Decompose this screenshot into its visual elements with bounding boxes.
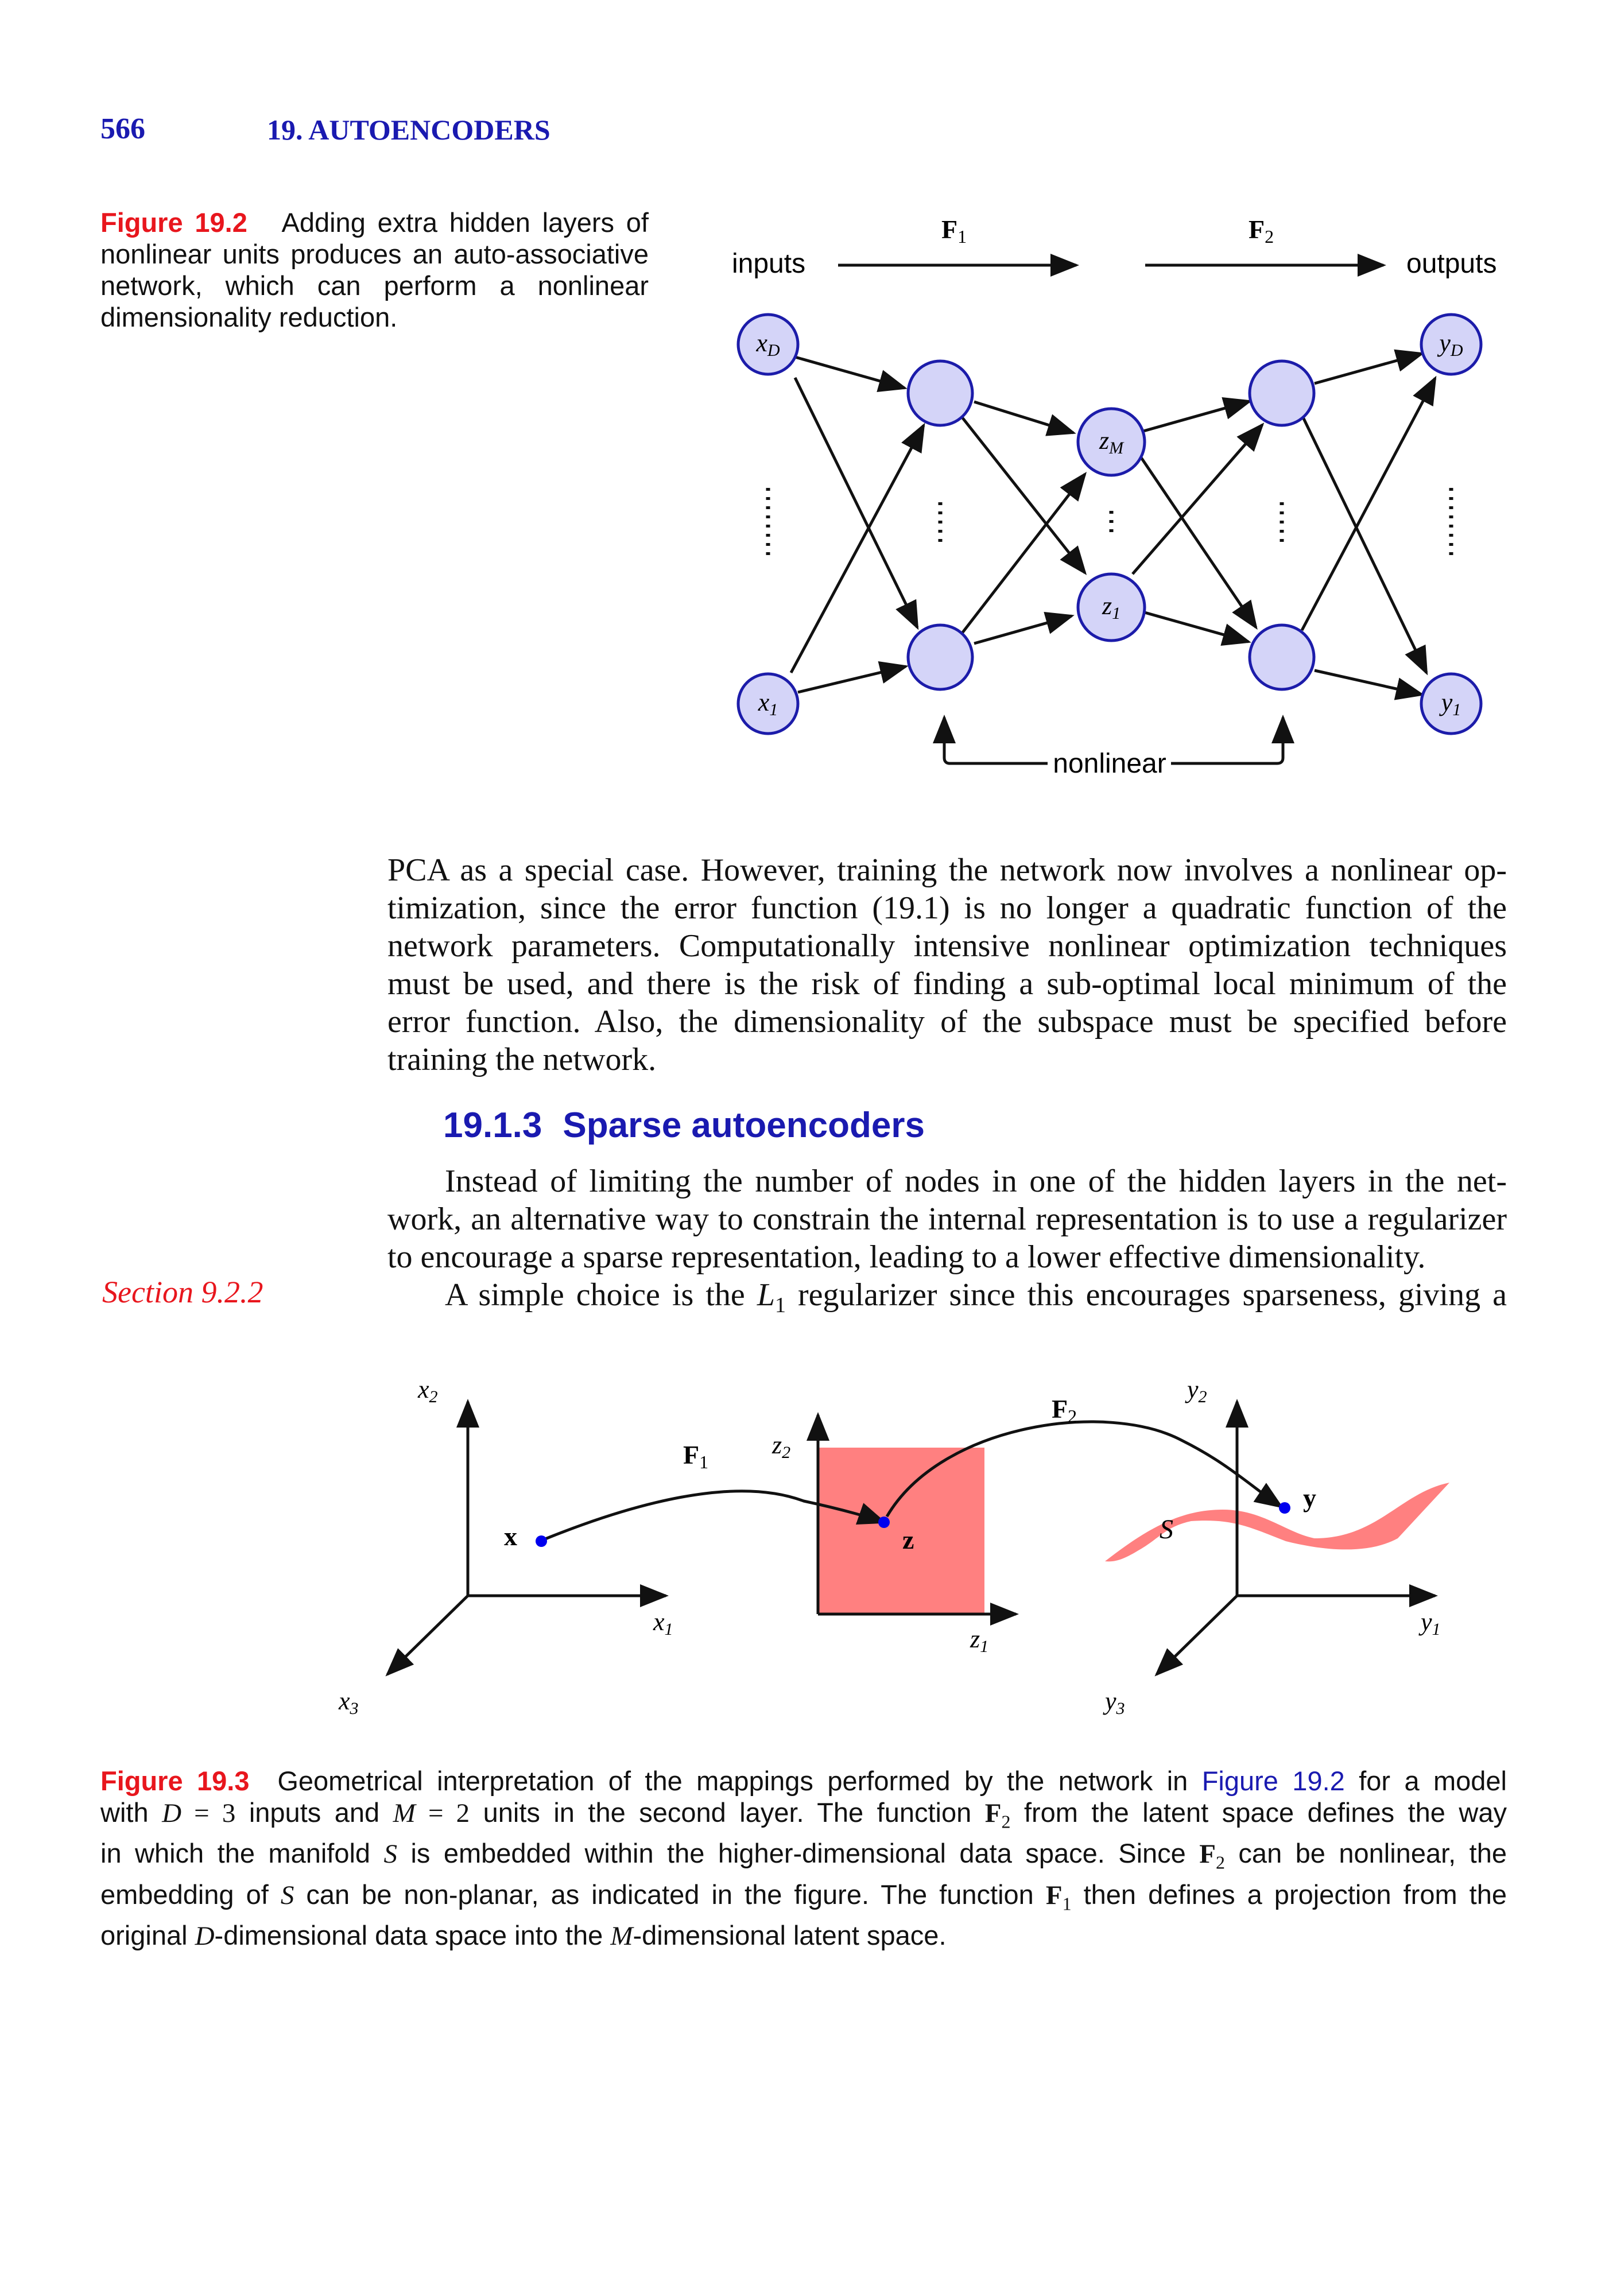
chapter-title: 19. AUTOENCODERS — [267, 114, 550, 146]
f1-mapping-arrow — [542, 1490, 887, 1542]
paragraph-1-line-4: must be used, and there is the risk of f… — [387, 966, 1507, 1002]
axis-y3-label: y3 — [1103, 1687, 1125, 1718]
point-z-label: z — [902, 1525, 914, 1554]
axis-x2-label: x2 — [417, 1375, 438, 1406]
axis-y2-label: y2 — [1185, 1375, 1207, 1406]
point-y-label: y — [1303, 1483, 1316, 1512]
inputs-label: inputs — [732, 249, 805, 279]
paragraph-3-line-1: A simple choice is the L1 regularizer si… — [445, 1277, 1507, 1318]
figure-19-2-caption: Figure 19.2 Adding extra hidden layers o… — [100, 207, 649, 333]
node-y1-label: y1 — [1439, 688, 1461, 719]
nonlinear-arrow-left — [933, 715, 1048, 765]
node-zM-label: zM — [1099, 426, 1125, 457]
f1-label: F1 — [941, 215, 967, 247]
node-z1-label: z1 — [1102, 592, 1121, 623]
figure-19-3-caption-line-3: in which the manifold S is embedded with… — [100, 1838, 1507, 1873]
nonlinear-label: nonlinear — [1053, 748, 1166, 779]
latent-space-region — [818, 1448, 984, 1614]
figure-19-3-caption: Figure 19.3 Geometrical interpretation o… — [100, 1765, 1507, 1952]
y-space-axes — [1154, 1399, 1438, 1677]
hidden-node-top-2 — [1248, 359, 1316, 427]
paragraph-1-line-3: network parameters. Computationally inte… — [387, 928, 1507, 964]
paragraph-1-line-5: error function. Also, the dimensionality… — [387, 1004, 1507, 1040]
point-z — [878, 1517, 890, 1528]
figure-19-3-caption-line-2: with D = 3 inputs and M = 2 units in the… — [100, 1797, 1507, 1832]
manifold-label: S — [1160, 1514, 1173, 1545]
section-title: Sparse autoencoders — [563, 1106, 925, 1145]
x-space-axes — [385, 1399, 669, 1677]
paragraph-1: PCA as a special case. However, training… — [387, 851, 1507, 1079]
node-yD-label: yD — [1437, 329, 1463, 360]
f2-mapping-arrow — [885, 1420, 1284, 1518]
node-zM — [1076, 407, 1146, 477]
f2-mapping-label: F2 — [1052, 1394, 1077, 1426]
paragraph-1-line-2: timization, since the error function (19… — [387, 890, 1507, 926]
figure-19-2-link[interactable]: Figure 19.2 — [1201, 1766, 1345, 1796]
axis-z1-label: z1 — [970, 1625, 988, 1656]
figure-19-3-caption-line-5: original D-dimensional data space into t… — [100, 1920, 947, 1952]
axis-y1-label: y1 — [1418, 1608, 1441, 1639]
figure-19-3-diagram: x2 x1 x3 z2 z1 y2 y1 y3 S F1 F2 x z y — [338, 1375, 1449, 1718]
paragraph-2-line-2: work, an alternative way to constrain th… — [387, 1201, 1507, 1237]
point-x — [536, 1535, 547, 1547]
point-x-label: x — [504, 1522, 517, 1551]
manifold-surface — [1105, 1483, 1449, 1562]
paragraph-1-line-6: training the network. — [387, 1042, 657, 1077]
node-x1 — [736, 672, 800, 735]
hidden-node-bottom-1 — [906, 623, 974, 691]
figure-19-2-diagram: inputs outputs F1 F2 xD — [732, 215, 1496, 779]
paragraph-2-line-1: Instead of limiting the number of nodes … — [445, 1163, 1507, 1199]
outputs-label: outputs — [1406, 249, 1496, 279]
node-xD — [736, 313, 800, 376]
page-number: 566 — [100, 113, 145, 145]
f2-label: F2 — [1249, 215, 1274, 247]
z-space-axes — [807, 1412, 1019, 1626]
sidenote-section-link[interactable]: Section 9.2.2 — [102, 1275, 263, 1309]
hidden-node-bottom-2 — [1248, 623, 1316, 691]
figure-19-3-caption-line-4: embedding of S can be non-planar, as ind… — [100, 1879, 1507, 1914]
section-number: 19.1.3 — [443, 1106, 542, 1145]
point-y — [1279, 1502, 1290, 1514]
hidden-node-top-1 — [906, 359, 974, 427]
node-y1 — [1420, 672, 1483, 735]
node-xD-label: xD — [755, 329, 780, 360]
node-x1-label: x1 — [758, 688, 778, 719]
paragraph-2-line-3: to encourage a sparse representation, le… — [387, 1239, 1426, 1275]
axis-x3-label: x3 — [338, 1687, 359, 1718]
axis-z2-label: z2 — [771, 1431, 790, 1462]
network-connections — [789, 349, 1437, 700]
paragraph-2: Instead of limiting the number of nodes … — [387, 1162, 1507, 1324]
section-heading: 19.1.3 Sparse autoencoders — [443, 1105, 925, 1146]
f1-mapping-label: F1 — [683, 1440, 708, 1472]
figure-19-2-caption-text: Adding extra hidden layers of nonlinear … — [100, 207, 649, 332]
axis-x1-label: x1 — [653, 1608, 673, 1639]
figure-19-3-caption-line-1: Figure 19.3 Geometrical interpretation o… — [100, 1766, 1507, 1796]
figure-19-2-label: Figure 19.2 — [100, 207, 247, 238]
paragraph-1-line-1: PCA as a special case. However, training… — [387, 852, 1507, 888]
nonlinear-arrow-right — [1171, 715, 1294, 765]
layer-ellipsis-dots — [766, 488, 1453, 557]
node-z1 — [1076, 572, 1146, 642]
node-yD — [1420, 313, 1483, 376]
